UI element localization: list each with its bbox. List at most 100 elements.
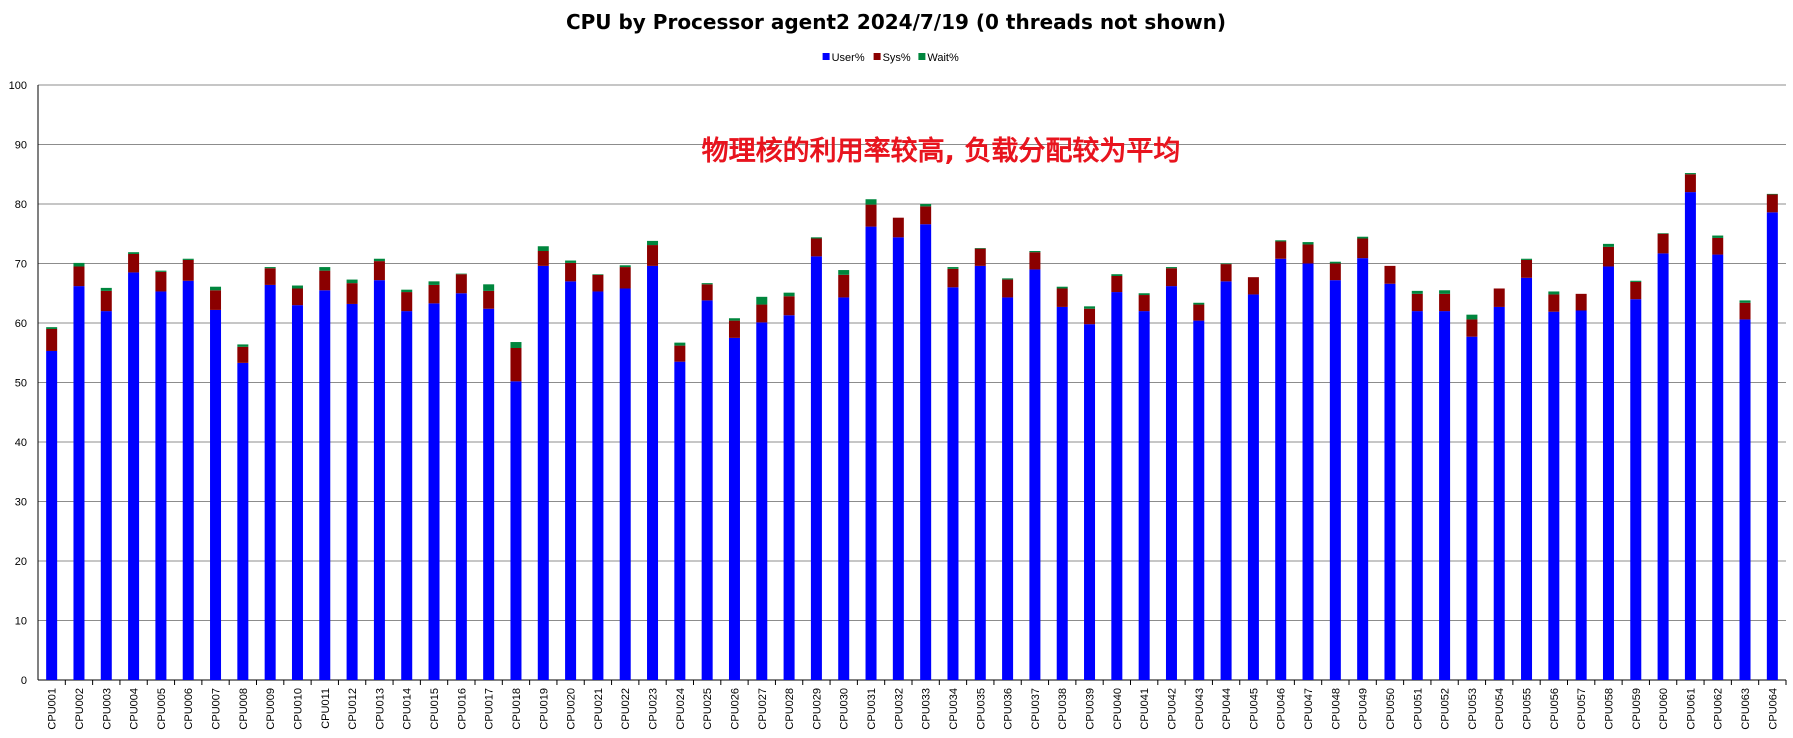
bar-segment-user <box>155 291 167 680</box>
bar-segment-user <box>73 286 85 680</box>
bar-segment-sys <box>1247 277 1259 295</box>
bar-segment-sys <box>1466 319 1478 337</box>
bar-segment-sys <box>756 304 768 323</box>
bar-segment-user <box>1712 254 1724 680</box>
bar-segment-sys <box>1602 246 1614 267</box>
bar-segment-wait <box>537 246 549 252</box>
bar-segment-sys <box>428 284 440 304</box>
bar-segment-wait <box>1521 258 1533 260</box>
bar-segment-wait <box>1466 314 1478 320</box>
x-tick-label: CPU036 <box>1003 688 1015 730</box>
bar-segment-wait <box>920 204 932 207</box>
bar-segment-sys <box>1056 288 1068 307</box>
bar-segment-wait <box>182 258 194 260</box>
bar-segment-sys <box>455 274 467 294</box>
x-tick-label: CPU035 <box>975 688 987 730</box>
bar-segment-sys <box>1548 294 1560 312</box>
bar-segment-sys <box>346 283 358 304</box>
bar-segment-sys <box>619 267 631 289</box>
x-tick-label: CPU057 <box>1576 688 1588 730</box>
bar-segment-wait <box>1084 306 1096 309</box>
x-tick-label: CPU060 <box>1658 688 1670 730</box>
x-tick-label: CPU017 <box>484 688 496 730</box>
x-tick-label: CPU006 <box>183 688 195 730</box>
bar-segment-sys <box>1193 304 1205 321</box>
legend-swatch <box>873 53 881 60</box>
bar-segment-user <box>728 337 740 681</box>
y-tick-label: 20 <box>15 556 27 568</box>
bar-segment-user <box>592 291 604 680</box>
bar-segment-user <box>1466 336 1478 680</box>
bar-segment-user <box>1302 263 1314 680</box>
x-tick-label: CPU021 <box>593 688 605 730</box>
bar-segment-wait <box>319 267 331 271</box>
x-tick-label: CPU041 <box>1139 688 1151 730</box>
bar-segment-sys <box>1712 237 1724 255</box>
x-tick-label: CPU003 <box>101 688 113 730</box>
bar-segment-user <box>455 293 467 680</box>
bar-segment-sys <box>237 346 249 363</box>
x-tick-label: CPU064 <box>1767 688 1779 730</box>
bar-segment-user <box>1684 192 1696 680</box>
bar-segment-user <box>892 237 904 680</box>
x-tick-label: CPU062 <box>1713 688 1725 730</box>
bar-segment-wait <box>728 318 740 321</box>
bar-segment-wait <box>155 270 167 272</box>
bar-segment-sys <box>783 296 795 316</box>
x-tick-label: CPU059 <box>1631 688 1643 730</box>
bar-segment-sys <box>1329 263 1341 281</box>
bar-segment-user <box>210 309 222 680</box>
x-tick-label: CPU048 <box>1330 688 1342 730</box>
bar-segment-wait <box>1684 173 1696 175</box>
bar-segment-wait <box>592 274 604 275</box>
bar-segment-user <box>1548 311 1560 680</box>
bar-segment-sys <box>1029 252 1041 270</box>
bar-segment-wait <box>1220 263 1232 265</box>
x-tick-label: CPU013 <box>374 688 386 730</box>
bar-segment-user <box>346 303 358 680</box>
bar-segment-user <box>46 350 58 680</box>
x-tick-label: CPU008 <box>238 688 250 730</box>
x-tick-label: CPU051 <box>1412 688 1424 730</box>
bar-segment-wait <box>1138 293 1150 296</box>
x-tick-label: CPU001 <box>47 688 59 730</box>
y-tick-label: 100 <box>9 80 27 92</box>
bar-segment-sys <box>701 284 713 301</box>
bar-segment-wait <box>1193 302 1205 305</box>
bar-segment-sys <box>1275 241 1287 259</box>
x-tick-label: CPU047 <box>1303 688 1315 730</box>
bar-segment-user <box>838 297 850 680</box>
y-tick-label: 80 <box>15 199 27 211</box>
bar-segment-user <box>1002 297 1014 680</box>
bar-segment-sys <box>1357 238 1369 259</box>
bar-segment-sys <box>1165 268 1177 287</box>
bar-segment-user <box>974 265 986 680</box>
bar-segment-wait <box>756 296 768 305</box>
y-tick-label: 40 <box>15 437 27 449</box>
bar-segment-user <box>647 265 659 680</box>
bar-segment-sys <box>1084 308 1096 325</box>
y-tick-label: 30 <box>15 497 27 509</box>
x-tick-label: CPU020 <box>566 688 578 730</box>
bar-segment-wait <box>1275 240 1287 242</box>
bar-segment-user <box>1084 324 1096 680</box>
bar-segment-user <box>1193 320 1205 680</box>
bar-segment-wait <box>510 342 522 348</box>
x-tick-label: CPU009 <box>265 688 277 730</box>
x-tick-label: CPU002 <box>74 688 86 730</box>
y-axis-ticks: 0 10 20 30 40 50 60 70 80 90 100 <box>9 80 27 687</box>
bar-segment-wait <box>373 258 385 262</box>
bar-segment-wait <box>947 267 959 269</box>
chart-annotation: 物理核的利用率较高, 负载分配较为平均 <box>702 135 1181 167</box>
bar-segment-user <box>510 381 522 680</box>
bar-segment-sys <box>373 261 385 281</box>
bar-segment-user <box>1575 310 1587 680</box>
bar-segment-sys <box>592 274 604 292</box>
bar-segment-sys <box>565 262 577 282</box>
bar-segment-sys <box>483 290 495 309</box>
bar-segment-sys <box>810 238 822 257</box>
bar-segment-user <box>619 288 631 680</box>
x-tick-label: CPU042 <box>1166 688 1178 730</box>
bar-segment-user <box>1411 311 1423 680</box>
